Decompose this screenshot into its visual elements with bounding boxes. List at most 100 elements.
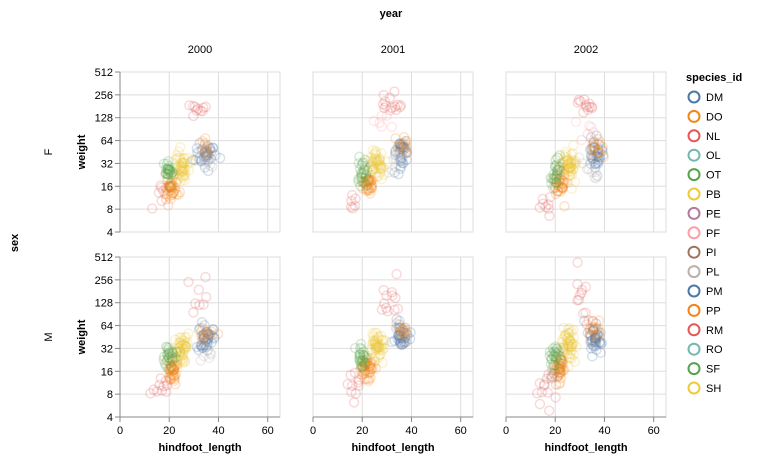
point-pb bbox=[179, 169, 190, 180]
point-pp bbox=[163, 180, 175, 192]
point-pb bbox=[178, 165, 189, 176]
point-ot bbox=[358, 176, 369, 188]
point-pp bbox=[364, 177, 376, 188]
point-pp bbox=[365, 182, 376, 194]
point-ot bbox=[163, 347, 175, 359]
point-do bbox=[397, 324, 408, 336]
point-pp bbox=[553, 181, 565, 192]
point-pb bbox=[374, 154, 386, 165]
point-pb bbox=[176, 338, 188, 349]
point-rm bbox=[148, 384, 160, 395]
point-pb bbox=[174, 346, 186, 358]
point-pb bbox=[180, 341, 192, 352]
point-pb bbox=[176, 160, 188, 171]
point-ot bbox=[553, 363, 565, 375]
point-dm bbox=[584, 329, 596, 340]
point-pp bbox=[366, 183, 378, 194]
point-pb bbox=[562, 155, 573, 166]
legend-item-pl: PL bbox=[687, 265, 719, 279]
point-do bbox=[199, 146, 211, 157]
point-pp bbox=[170, 177, 182, 188]
point-dm bbox=[597, 149, 609, 161]
point-ot bbox=[167, 347, 178, 358]
facet-panel-f-2002: 2002 bbox=[505, 44, 667, 233]
point-pb bbox=[375, 348, 386, 360]
y-tick-label-32: 32 bbox=[101, 158, 113, 170]
point-ot bbox=[356, 160, 367, 171]
point-pp bbox=[359, 367, 371, 379]
point-pb bbox=[374, 342, 386, 354]
point-pi bbox=[548, 368, 559, 380]
point-pb bbox=[361, 350, 373, 361]
point-dm bbox=[198, 329, 210, 341]
point-pb bbox=[376, 173, 388, 185]
point-dm bbox=[395, 151, 407, 163]
point-nl bbox=[579, 94, 590, 105]
point-nl bbox=[198, 299, 209, 310]
column-header-2000: 2000 bbox=[188, 44, 212, 56]
point-rm bbox=[540, 201, 552, 213]
point-ot bbox=[553, 164, 565, 175]
point-nl bbox=[394, 101, 406, 113]
point-dm bbox=[590, 158, 601, 170]
point-ot bbox=[359, 164, 371, 175]
point-pp bbox=[162, 200, 174, 211]
point-dm bbox=[579, 315, 590, 326]
point-pp bbox=[168, 364, 180, 375]
point-ot bbox=[551, 343, 563, 355]
point-dm bbox=[591, 324, 603, 335]
point-pb bbox=[562, 159, 574, 170]
point-rm bbox=[546, 373, 557, 384]
point-pb bbox=[367, 353, 378, 365]
point-pp bbox=[552, 185, 564, 197]
point-ot bbox=[546, 353, 557, 365]
point-nl bbox=[580, 281, 592, 293]
point-nl bbox=[189, 101, 201, 113]
point-dm bbox=[405, 327, 416, 338]
point-pp bbox=[370, 363, 381, 374]
legend-label-pm: PM bbox=[706, 286, 723, 298]
point-rm bbox=[346, 380, 358, 391]
point-dm bbox=[193, 324, 205, 335]
point-pb bbox=[185, 157, 196, 169]
point-pb bbox=[174, 337, 186, 348]
point-nl bbox=[378, 89, 389, 101]
point-pp bbox=[553, 378, 564, 390]
point-nl bbox=[576, 284, 588, 296]
point-pb bbox=[369, 334, 381, 346]
point-pb bbox=[178, 343, 189, 355]
point-ot bbox=[167, 347, 179, 359]
point-ot bbox=[548, 359, 559, 371]
point-dm bbox=[187, 154, 199, 166]
point-dm bbox=[396, 152, 408, 164]
point-pb bbox=[377, 335, 389, 346]
point-dm bbox=[592, 329, 604, 340]
point-dm bbox=[395, 153, 406, 164]
point-do bbox=[200, 329, 212, 341]
point-pp bbox=[358, 355, 370, 367]
point-pb bbox=[183, 165, 195, 176]
point-pb bbox=[175, 346, 186, 358]
point-pp bbox=[365, 363, 377, 375]
point-pp bbox=[160, 193, 172, 205]
point-pb bbox=[369, 339, 381, 350]
point-pb bbox=[182, 152, 194, 164]
point-dm bbox=[589, 145, 601, 157]
point-pp bbox=[367, 362, 379, 374]
point-dm bbox=[590, 333, 601, 344]
point-ot bbox=[358, 164, 370, 176]
point-pb bbox=[376, 334, 388, 346]
facet-panel-m-2001: 0 20 40 60 hindfoot_length bbox=[310, 256, 474, 454]
point-pp bbox=[166, 169, 177, 181]
point-pb bbox=[372, 331, 384, 342]
point-rm bbox=[543, 199, 554, 210]
point-pb bbox=[178, 347, 189, 358]
point-pb bbox=[174, 332, 185, 343]
point-ot bbox=[354, 349, 366, 361]
point-nl bbox=[384, 92, 396, 104]
point-nl bbox=[381, 290, 392, 301]
point-rm bbox=[543, 203, 554, 214]
point-dm bbox=[594, 152, 605, 164]
legend-symbol-nl bbox=[687, 129, 701, 143]
point-ot bbox=[361, 180, 372, 192]
